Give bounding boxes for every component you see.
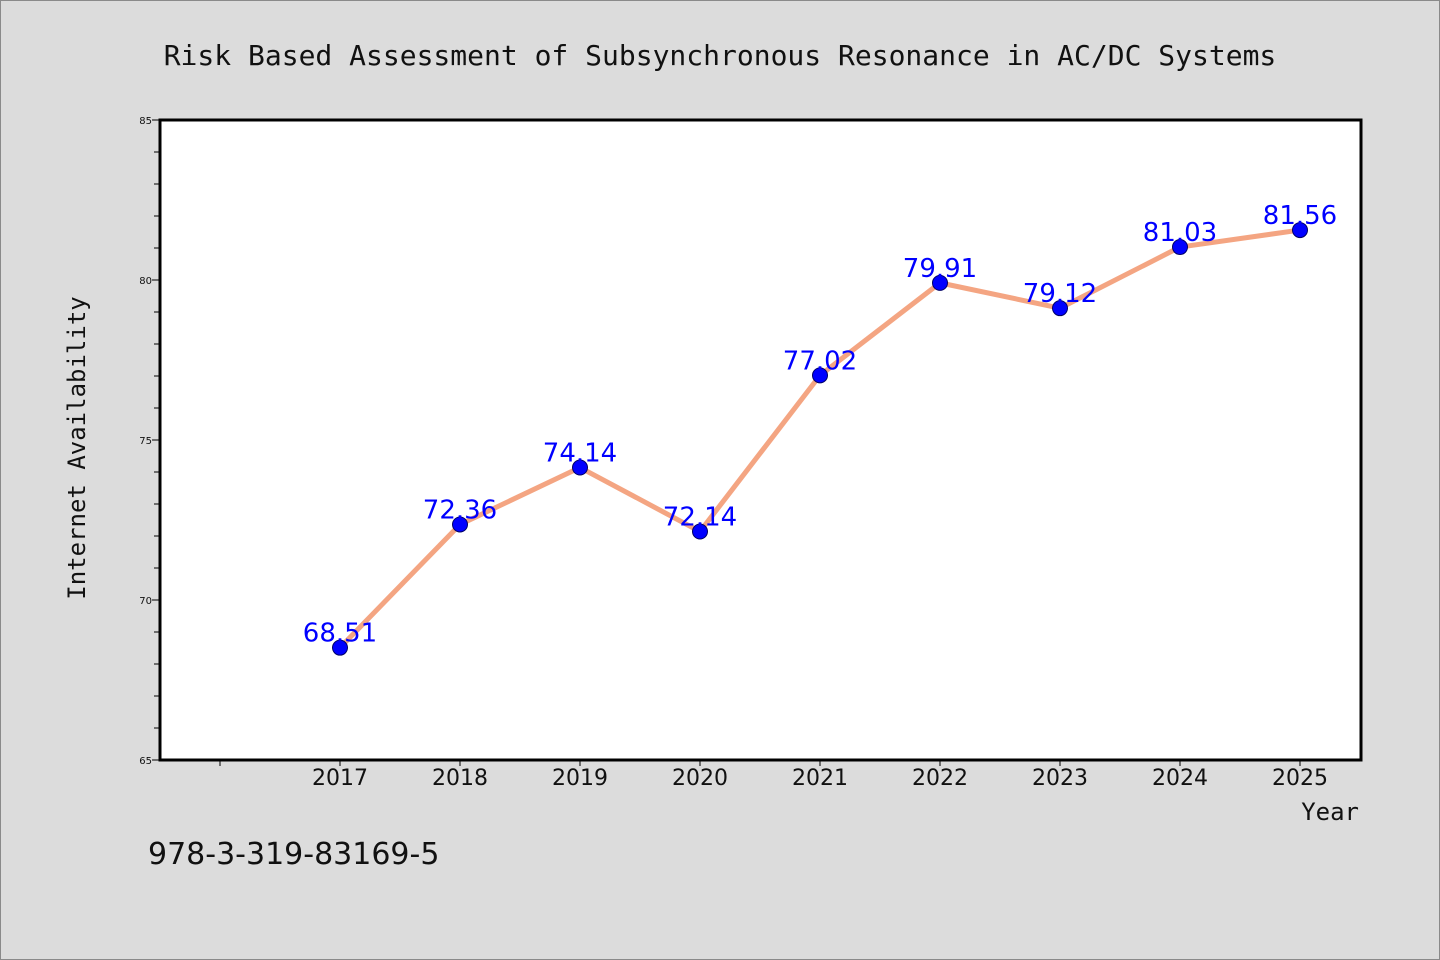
data-label: 81.56 (1263, 201, 1337, 231)
data-label: 74.14 (543, 439, 617, 469)
x-tick-label: 2023 (1032, 766, 1088, 791)
x-tick-label: 2020 (672, 766, 728, 791)
data-point (932, 274, 948, 291)
y-tick-label: 85 (139, 116, 152, 127)
y-axis-ticks: 65 70 75 80 85 (139, 116, 160, 767)
y-axis-label: Internet Availability (63, 296, 91, 599)
isbn-text: 978-3-319-83169-5 (148, 837, 439, 872)
data-point (452, 516, 468, 533)
data-point (572, 459, 588, 476)
data-label: 79.12 (1023, 279, 1097, 309)
data-point (692, 523, 708, 540)
x-tick-label: 2024 (1152, 766, 1208, 791)
y-tick-label: 65 (139, 756, 152, 767)
y-tick-label: 75 (139, 436, 152, 447)
data-point (332, 639, 348, 656)
x-tick-label: 2017 (312, 766, 368, 791)
y-tick-label: 80 (139, 276, 152, 287)
data-label: 72.36 (423, 495, 497, 525)
data-labels: 68.51 72.36 74.14 72.14 77.02 79.91 79.12 81.03… (303, 201, 1337, 649)
x-tick-label: 2021 (792, 766, 848, 791)
plot-area (158, 118, 1363, 762)
data-point (1052, 300, 1068, 317)
data-label: 72.14 (663, 503, 737, 533)
data-point (812, 367, 828, 384)
x-tick-label: 2018 (432, 766, 488, 791)
data-label: 79.91 (903, 254, 977, 284)
data-label: 77.02 (783, 346, 857, 376)
x-tick-label: 2025 (1272, 766, 1328, 791)
data-point (1292, 222, 1308, 239)
x-tick-label: 2022 (912, 766, 968, 791)
data-label: 68.51 (303, 619, 377, 649)
chart-title: Risk Based Assessment of Subsynchronous … (164, 39, 1277, 72)
x-tick-label: 2019 (552, 766, 608, 791)
data-point (1172, 239, 1188, 256)
data-markers (332, 222, 1308, 656)
y-tick-label: 70 (139, 596, 152, 607)
data-label: 81.03 (1143, 218, 1217, 248)
x-axis-ticks: 2017 2018 2019 2020 2021 2022 2023 2024 2025 (219, 760, 1328, 791)
x-axis-label: Year (1301, 798, 1359, 826)
